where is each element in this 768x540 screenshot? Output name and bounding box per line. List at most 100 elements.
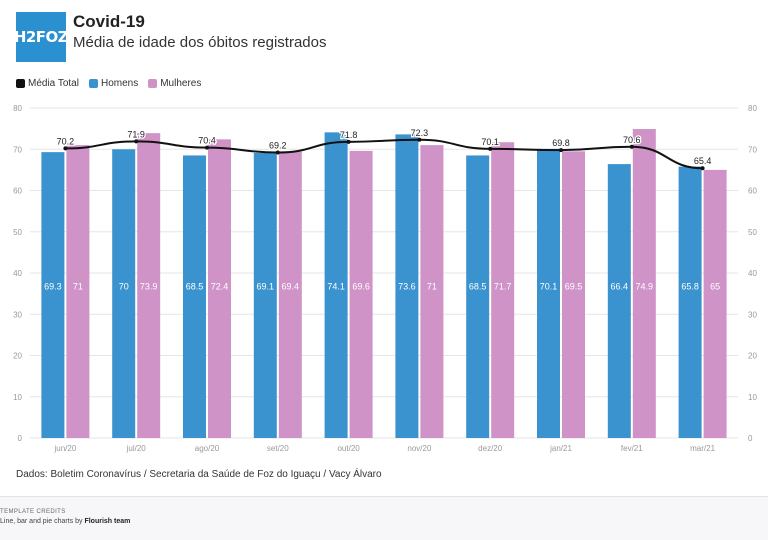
x-tick-fev-21: fev/21: [621, 444, 643, 453]
point-label-media-total-nov-20: 72.3: [411, 128, 429, 138]
bar-label-mulheres-dez-20: 71.7: [494, 282, 512, 292]
bar-homens-ago-20: [183, 155, 206, 438]
bar-mulheres-out-20: [349, 150, 373, 438]
bar-homens-fev-21: [607, 164, 631, 438]
point-label-media-total-dez-20: 70.1: [481, 137, 499, 147]
bar-mulheres-mar-21: [703, 169, 727, 438]
bar-mulheres-set-20: [278, 151, 302, 438]
bar-homens-mar-21: [678, 166, 702, 438]
point-media-total-set-20: [275, 150, 280, 155]
bar-label-mulheres-ago-20: 72.4: [211, 282, 229, 292]
point-media-total-jul-20: [134, 139, 139, 144]
y-tick-right-60: 60: [748, 187, 757, 196]
bar-label-homens-nov-20: 73.6: [398, 282, 416, 292]
x-tick-jul-20: jul/20: [126, 444, 147, 453]
x-tick-jan-21: jan/21: [549, 444, 572, 453]
point-media-total-jan-21: [559, 148, 563, 153]
point-media-total-mar-21: [700, 166, 705, 171]
legend-swatch-mulheres: [148, 79, 158, 88]
legend-item-mulheres[interactable]: Mulheres: [148, 78, 201, 89]
x-tick-out-20: out/20: [337, 444, 360, 453]
bar-homens-jun-20: [41, 152, 65, 438]
bar-homens-jan-21: [537, 148, 560, 438]
x-tick-mar-21: mar/21: [690, 444, 715, 453]
legend-swatch-homens: [88, 79, 98, 88]
bar-label-homens-jan-21: 70.1: [540, 282, 558, 292]
bar-label-homens-fev-21: 66.4: [611, 282, 629, 292]
bar-label-mulheres-nov-20: 71: [427, 282, 437, 292]
bar-mulheres-fev-21: [632, 129, 656, 438]
bar-label-mulheres-fev-21: 74.9: [636, 282, 654, 292]
point-media-total-jun-20: [63, 146, 68, 151]
bar-mulheres-jun-20: [66, 145, 90, 438]
y-tick-right-80: 80: [748, 104, 757, 113]
bar-label-homens-mar-21: 65.8: [681, 282, 699, 292]
bar-label-homens-dez-20: 68.5: [469, 282, 487, 292]
data-source: Dados: Boletim Coronavírus / Secretaria …: [16, 469, 382, 480]
bar-mulheres-jan-21: [562, 151, 585, 438]
credits-author-link[interactable]: Flourish team: [84, 518, 131, 525]
y-tick-right-0: 0: [748, 434, 753, 443]
y-tick-right-20: 20: [748, 352, 757, 361]
point-label-media-total-mar-21: 65.4: [694, 156, 712, 166]
legend-swatch-media-total: [16, 79, 25, 88]
y-tick-right-50: 50: [748, 228, 757, 237]
credits-text: Line, bar and pie charts by Flourish tea…: [0, 518, 130, 525]
y-tick-left-70: 70: [13, 145, 22, 154]
point-label-media-total-out-20: 71.8: [340, 130, 358, 140]
bar-mulheres-jul-20: [137, 133, 161, 438]
bar-homens-set-20: [253, 152, 277, 438]
point-label-media-total-fev-21: 70.6: [623, 135, 641, 145]
x-tick-set-20: set/20: [267, 444, 289, 453]
y-tick-left-80: 80: [13, 104, 22, 113]
legend-label-homens: Homens: [100, 78, 139, 89]
bar-label-mulheres-jul-20: 73.9: [140, 282, 158, 292]
bar-label-mulheres-out-20: 69.6: [352, 282, 370, 292]
y-tick-left-0: 0: [18, 434, 23, 443]
bar-label-mulheres-jan-21: 69.5: [565, 282, 583, 292]
y-tick-left-40: 40: [13, 269, 22, 278]
chart-legend: Média Total Homens Mulheres: [16, 78, 211, 89]
bar-label-homens-jul-20: 70: [119, 282, 129, 292]
bar-label-mulheres-set-20: 69.4: [282, 282, 300, 292]
line-media-total: [65, 138, 703, 170]
y-tick-left-30: 30: [13, 310, 22, 319]
x-tick-jun-20: jun/20: [54, 444, 77, 453]
bar-label-homens-out-20: 74.1: [327, 282, 345, 292]
legend-label-media-total: Média Total: [28, 78, 79, 89]
credits-prefix: Line, bar and pie charts by: [0, 518, 83, 525]
h2foz-logo: H2FOZ: [14, 12, 69, 62]
chart-header: H2FOZ Covid-19 Média de idade dos óbitos…: [14, 12, 327, 62]
point-media-total-ago-20: [205, 145, 209, 150]
bar-label-homens-jun-20: 69.3: [44, 282, 62, 292]
bar-mulheres-nov-20: [420, 145, 444, 438]
credits-title: TEMPLATE CREDITS: [0, 509, 66, 515]
x-tick-dez-20: dez/20: [478, 444, 503, 453]
y-tick-left-10: 10: [13, 393, 22, 402]
legend-item-homens[interactable]: Homens: [88, 78, 139, 89]
point-label-media-total-jul-20: 71.9: [127, 129, 145, 139]
bar-label-mulheres-mar-21: 65: [710, 282, 720, 292]
legend-item-media-total[interactable]: Média Total: [16, 78, 79, 89]
bar-mulheres-ago-20: [208, 139, 231, 438]
chart-plot: 0 0 10 10 20 20 30 30 40 40 50 50 60 60 70 70 80 80 69.3 71…: [13, 104, 757, 453]
legend-label-mulheres: Mulheres: [160, 78, 202, 89]
y-tick-right-70: 70: [748, 145, 757, 154]
bar-homens-dez-20: [466, 155, 490, 438]
x-tick-ago-20: ago/20: [195, 444, 220, 453]
bar-homens-out-20: [324, 132, 348, 438]
point-label-media-total-jan-21: 69.8: [552, 138, 570, 148]
bar-homens-jul-20: [112, 149, 136, 438]
point-media-total-dez-20: [488, 146, 493, 151]
point-label-media-total-jun-20: 70.2: [57, 136, 75, 146]
y-tick-right-10: 10: [748, 393, 757, 402]
bar-label-homens-set-20: 69.1: [257, 282, 275, 292]
template-credits-footer: TEMPLATE CREDITS Line, bar and pie chart…: [0, 496, 768, 540]
bar-mulheres-dez-20: [491, 142, 515, 439]
bar-label-homens-ago-20: 68.5: [186, 282, 204, 292]
y-tick-right-40: 40: [748, 269, 757, 278]
y-tick-left-60: 60: [13, 187, 22, 196]
y-tick-left-50: 50: [13, 228, 22, 237]
y-tick-right-30: 30: [748, 310, 757, 319]
point-label-media-total-ago-20: 70.4: [198, 136, 216, 146]
